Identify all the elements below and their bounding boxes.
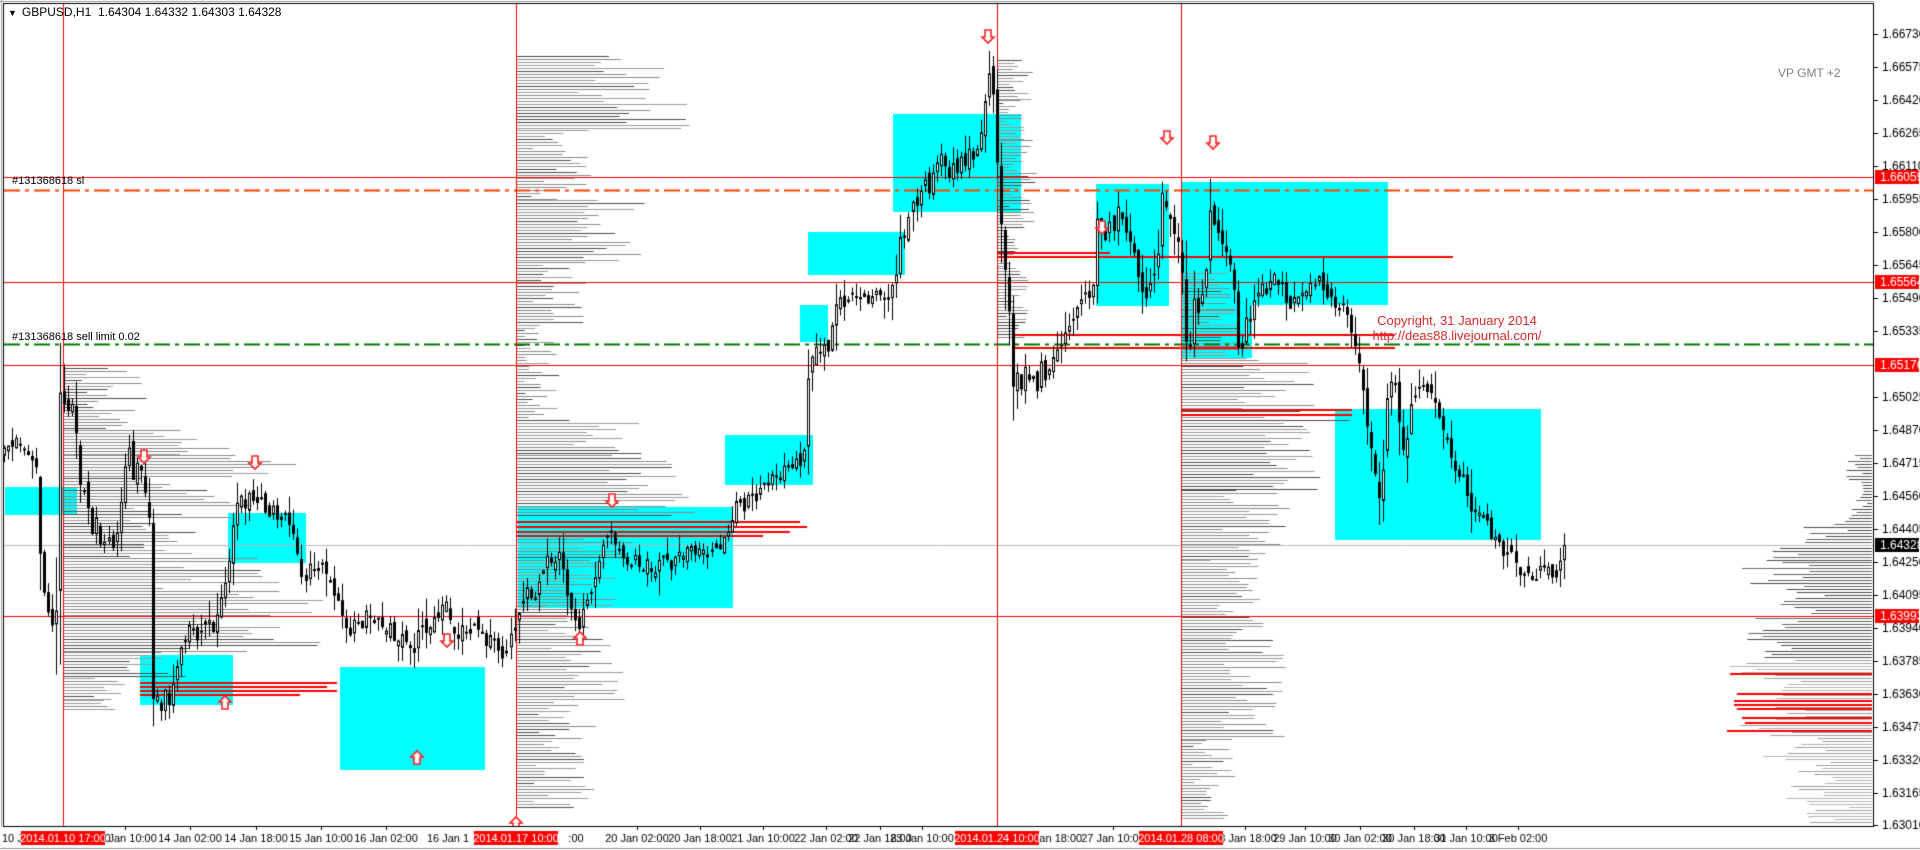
mt4-chart-window: ▼ GBPUSD,H1 1.64304 1.64332 1.64303 1.643… <box>0 0 1920 850</box>
chart-canvas[interactable] <box>0 0 1920 850</box>
